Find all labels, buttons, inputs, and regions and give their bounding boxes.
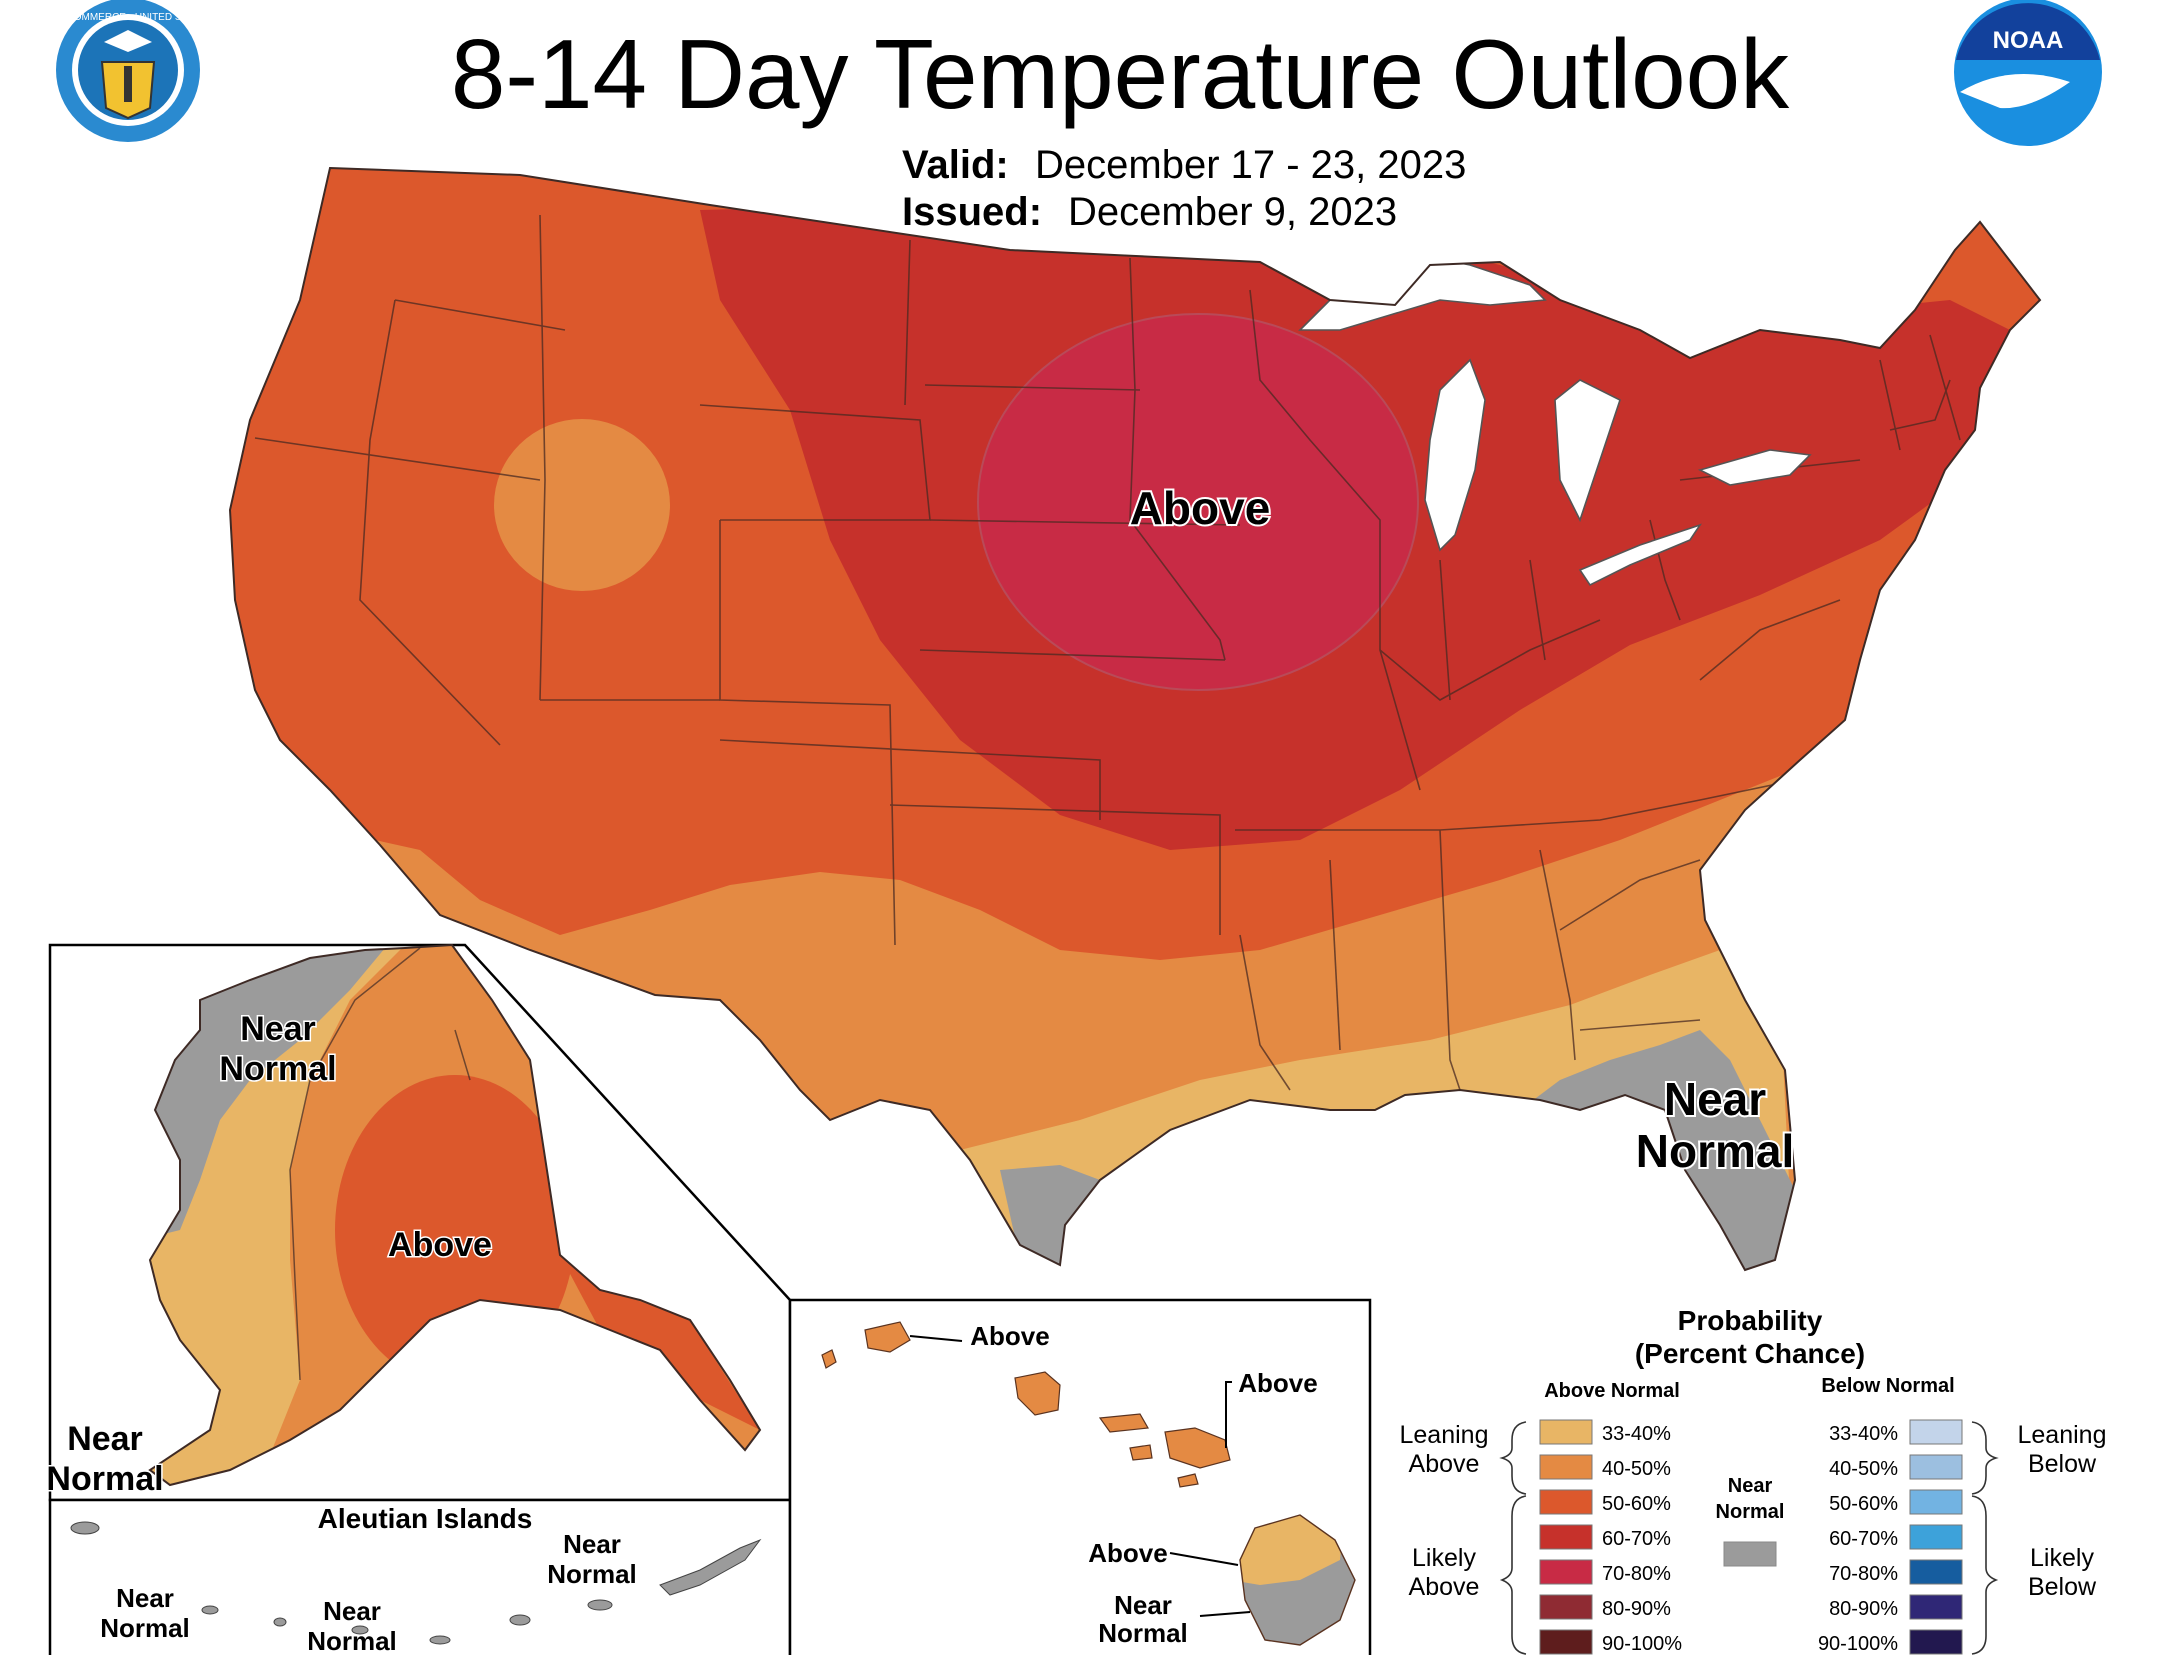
- legend-below-swatch: [1909, 1489, 1963, 1515]
- legend-likely-below-line1: Likely: [2030, 1544, 2094, 1572]
- lake-michigan: [1424, 358, 1486, 552]
- legend-below-label: 70-80%: [1829, 1563, 1898, 1585]
- legend-above-swatch: [1539, 1419, 1593, 1445]
- legend-below-label: 40-50%: [1829, 1458, 1898, 1480]
- aleutian-near-normal-b-line2: Normal: [307, 1626, 397, 1655]
- legend-below-swatch: [1909, 1419, 1963, 1445]
- conus-zone-70-80: [977, 313, 1419, 691]
- legend-above-label: 80-90%: [1602, 1598, 1671, 1620]
- legend-above-label: 90-100%: [1602, 1633, 1682, 1655]
- alaska-near-normal-label-line1: Near: [240, 1010, 316, 1048]
- hawaii-above-label-1: Above: [970, 1321, 1049, 1351]
- legend-above-swatch: [1539, 1559, 1593, 1585]
- legend-above-label: 50-60%: [1602, 1493, 1671, 1515]
- lake-erie: [1578, 523, 1702, 587]
- aleutian-near-normal-c-line2: Normal: [547, 1559, 637, 1589]
- legend-above-swatch: [1539, 1489, 1593, 1515]
- aleutian-title: Aleutian Islands: [318, 1503, 533, 1534]
- noaa-text: NOAA: [1993, 27, 2064, 54]
- hawaii-above-label-2: Above: [1238, 1368, 1317, 1398]
- legend-below-label: 50-60%: [1829, 1493, 1898, 1515]
- legend-near-normal-line1: Near: [1728, 1475, 1773, 1497]
- legend-above-label: 70-80%: [1602, 1563, 1671, 1585]
- legend-title-line1: Probability: [1678, 1305, 1823, 1336]
- lake-ontario: [1697, 449, 1812, 486]
- alaska-sw-near-normal-label-line2: Normal: [46, 1460, 163, 1498]
- legend-leaning-above-line2: Above: [1409, 1450, 1480, 1478]
- legend-near-normal-line2: Normal: [1716, 1501, 1785, 1523]
- conus-near-normal-tx: [1000, 1165, 1120, 1270]
- legend-leaning-below-line2: Below: [2028, 1450, 2097, 1478]
- legend-below-swatch: [1909, 1594, 1963, 1620]
- legend-above-swatch: [1539, 1454, 1593, 1480]
- legend-below-swatch: [1909, 1524, 1963, 1550]
- conus-near-normal-label-line1: Near: [1664, 1073, 1766, 1125]
- legend-above-label: 33-40%: [1602, 1423, 1671, 1445]
- legend-likely-below-line2: Below: [2028, 1573, 2097, 1601]
- commerce-seal-logo: DEPARTMENT OF COMMERCE · UNITED STATES O…: [0, 0, 277, 142]
- great-lakes: [1298, 254, 1812, 587]
- legend-likely-above-line2: Above: [1409, 1573, 1480, 1601]
- aleutian-near-normal-c-line1: Near: [563, 1529, 621, 1559]
- legend-below-swatch: [1909, 1454, 1963, 1480]
- legend-below-header: Below Normal: [1821, 1375, 1954, 1397]
- page-title: 8-14 Day Temperature Outlook: [451, 19, 1790, 129]
- noaa-logo: NOAA: [1954, 0, 2102, 146]
- valid-date: December 17 - 23, 2023: [1035, 143, 1466, 187]
- lake-huron: [1554, 379, 1621, 523]
- valid-label: Valid:: [902, 143, 1009, 187]
- legend-likely-above-line1: Likely: [1412, 1544, 1476, 1572]
- legend-above-swatch: [1539, 1524, 1593, 1550]
- conus-state-lines: [254, 214, 1961, 1091]
- conus-outline: [228, 166, 2042, 1272]
- header: 8-14 Day Temperature Outlook Valid: Dece…: [451, 19, 1790, 234]
- conus-above-label: Above: [1130, 482, 1271, 534]
- legend-below-label: 80-90%: [1829, 1598, 1898, 1620]
- legend-below-label: 33-40%: [1829, 1423, 1898, 1445]
- legend-leaning-below-line1: Leaning: [2018, 1421, 2107, 1449]
- legend-above-label: 60-70%: [1602, 1528, 1671, 1550]
- hawaii-near-normal-label-line1: Near: [1114, 1590, 1172, 1620]
- legend-near-normal-swatch: [1723, 1541, 1777, 1567]
- aleutian-near-normal-b-line1: Near: [323, 1596, 381, 1626]
- legend-braces: [1499, 1421, 1999, 1655]
- hawaii-inset: Above Above Above Near Normal: [788, 1298, 1372, 1660]
- alaska-above-label: Above: [388, 1226, 492, 1264]
- alaska-near-normal-label-line2: Normal: [219, 1050, 336, 1088]
- legend-above-swatch: [1539, 1629, 1593, 1655]
- legend-below-swatch: [1909, 1559, 1963, 1585]
- legend-above-header: Above Normal: [1544, 1380, 1680, 1402]
- legend-above-swatch: [1539, 1594, 1593, 1620]
- issued-date: December 9, 2023: [1068, 190, 1397, 234]
- conus-near-normal-label-line2: Normal: [1636, 1125, 1794, 1177]
- issued-label: Issued:: [902, 190, 1042, 234]
- legend-below-swatch: [1909, 1629, 1963, 1655]
- conus-zone-40-50-idaho: [494, 419, 670, 591]
- aleutian-near-normal-a-line1: Near: [116, 1583, 174, 1613]
- aleutian-near-normal-a-line2: Normal: [100, 1613, 190, 1643]
- legend-above-label: 40-50%: [1602, 1458, 1671, 1480]
- seal-ring-text: DEPARTMENT OF COMMERCE · UNITED STATES O…: [0, 12, 277, 23]
- legend-title-line2: (Percent Chance): [1635, 1338, 1865, 1369]
- legend-below-swatches: 33-40% 40-50% 50-60% 60-70% 70-80% 80-90% 90-1…: [1818, 1419, 1963, 1655]
- aleutian-frame: [48, 1498, 792, 1660]
- aleutian-inset: Aleutian Islands Near Normal Near Normal…: [48, 1498, 792, 1660]
- legend: Probability (Percent Chance) Above Norma…: [1400, 1305, 2107, 1655]
- alaska-inset: Near Normal Above Near Normal: [45, 943, 792, 1502]
- legend-above-swatches: 33-40% 40-50% 50-60% 60-70% 70-80% 80-90% 90-1…: [1539, 1419, 1682, 1655]
- legend-below-label: 90-100%: [1818, 1633, 1898, 1655]
- legend-below-label: 60-70%: [1829, 1528, 1898, 1550]
- hawaii-near-normal-label-line2: Normal: [1098, 1618, 1188, 1648]
- hawaii-above-label-3: Above: [1088, 1538, 1167, 1568]
- alaska-sw-near-normal-label-line1: Near: [67, 1420, 143, 1458]
- legend-leaning-above-line1: Leaning: [1400, 1421, 1489, 1449]
